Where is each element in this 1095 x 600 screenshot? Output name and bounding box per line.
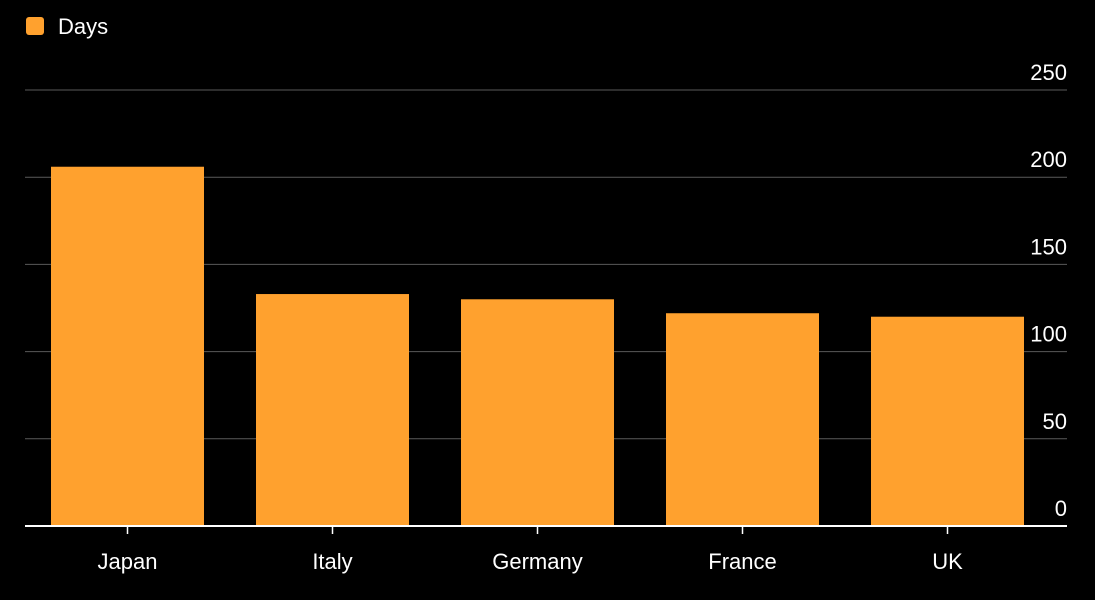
legend-swatch-days xyxy=(26,17,44,35)
y-tick-label-250: 250 xyxy=(1030,60,1067,85)
bar-germany xyxy=(461,299,614,526)
x-tick-label-germany: Germany xyxy=(492,549,582,574)
bar-france xyxy=(666,313,819,526)
bar-italy xyxy=(256,294,409,526)
bar-japan xyxy=(51,166,204,526)
x-axis-ticks: Japan Italy Germany France UK xyxy=(98,526,963,574)
legend-label-days: Days xyxy=(58,14,108,39)
x-tick-label-uk: UK xyxy=(932,549,963,574)
y-tick-label-200: 200 xyxy=(1030,147,1067,172)
y-tick-label-0: 0 xyxy=(1055,496,1067,521)
x-tick-label-france: France xyxy=(708,549,776,574)
y-tick-label-50: 50 xyxy=(1043,409,1067,434)
y-axis-tick-labels: 0 50 100 150 200 250 xyxy=(1030,60,1067,521)
y-tick-label-150: 150 xyxy=(1030,234,1067,259)
y-tick-label-100: 100 xyxy=(1030,322,1067,347)
bar-uk xyxy=(871,316,1024,526)
legend: Days xyxy=(26,14,108,39)
x-tick-label-italy: Italy xyxy=(312,549,352,574)
bars xyxy=(51,166,1024,526)
x-tick-label-japan: Japan xyxy=(98,549,158,574)
